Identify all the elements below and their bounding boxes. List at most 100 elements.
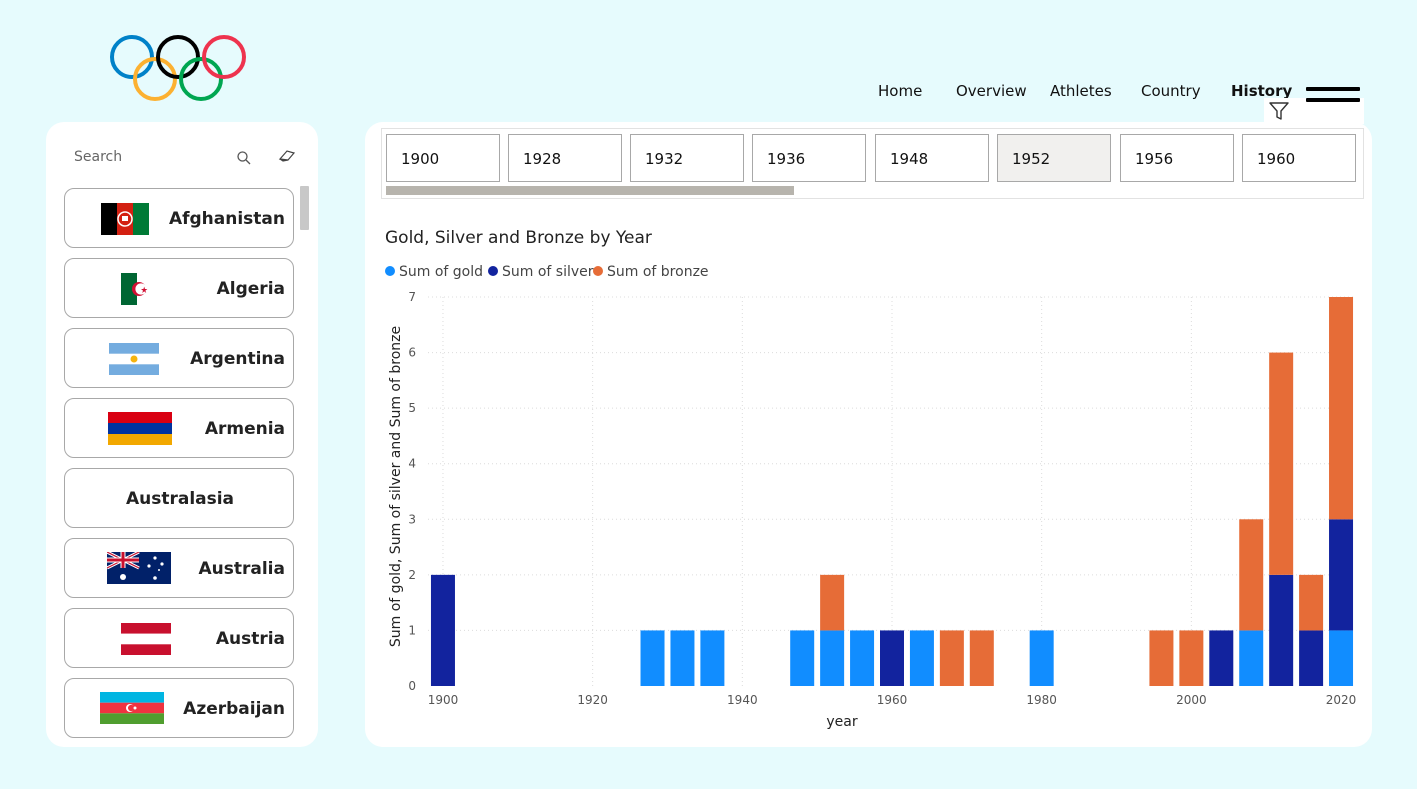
country-item-argentina[interactable]: Argentina — [64, 328, 294, 388]
bar-segment[interactable] — [1269, 574, 1294, 686]
country-name: Argentina — [190, 349, 285, 369]
bar-segment[interactable] — [1029, 630, 1054, 686]
filter-icon[interactable] — [1268, 100, 1290, 122]
country-item-australasia[interactable]: Australasia — [64, 468, 294, 528]
bar-segment[interactable] — [1329, 297, 1354, 520]
country-list: Afghanistan Algeria Argentina — [64, 188, 294, 743]
country-name: Austria — [215, 629, 285, 649]
bar-segment[interactable] — [1239, 519, 1264, 631]
x-tick-label: 2020 — [1326, 693, 1357, 707]
x-tick-label: 1980 — [1026, 693, 1057, 707]
bar-segment[interactable] — [1179, 630, 1204, 686]
y-axis-title: Sum of gold, Sum of silver and Sum of br… — [388, 326, 404, 647]
year-button[interactable]: 1948 — [875, 134, 989, 182]
bar-segment[interactable] — [1149, 630, 1174, 686]
armenia-flag-icon — [108, 412, 172, 445]
year-button[interactable]: 1960 — [1242, 134, 1356, 182]
legend-dot-gold — [385, 266, 395, 276]
x-axis-title: year — [826, 714, 857, 730]
azerbaijan-flag-icon — [100, 692, 164, 724]
country-item-australia[interactable]: Australia — [64, 538, 294, 598]
country-item-austria[interactable]: Austria — [64, 608, 294, 668]
year-slicer: 1900 1928 1932 1936 1948 1952 1956 1960 — [381, 128, 1364, 199]
search-icon[interactable] — [236, 150, 252, 166]
bar-segment[interactable] — [1299, 630, 1324, 686]
year-button-selected[interactable]: 1952 — [997, 134, 1111, 182]
search-input[interactable] — [74, 144, 224, 170]
bar-segment[interactable] — [790, 630, 815, 686]
bar-segment[interactable] — [430, 574, 455, 686]
country-item-algeria[interactable]: Algeria — [64, 258, 294, 318]
year-button[interactable]: 1956 — [1120, 134, 1234, 182]
bar-segment[interactable] — [1209, 630, 1234, 686]
olympic-rings-logo — [110, 35, 246, 101]
austria-flag-icon — [121, 623, 171, 655]
list-scrollbar[interactable] — [300, 186, 309, 230]
bar-segment[interactable] — [670, 630, 695, 686]
bar-segment[interactable] — [820, 574, 845, 631]
country-name: Armenia — [204, 419, 285, 439]
year-button[interactable]: 1932 — [630, 134, 744, 182]
stacked-bar-chart: 0 1 2 3 4 5 6 7 1900 1920 1940 1960 1980 2000 2020 year… — [388, 290, 1357, 730]
y-tick-label: 3 — [408, 512, 416, 526]
bar-segment[interactable] — [820, 630, 845, 686]
nav-overview[interactable]: Overview — [956, 82, 1027, 100]
country-name: Algeria — [216, 279, 285, 299]
year-button[interactable]: 1900 — [386, 134, 500, 182]
bar-segment[interactable] — [939, 630, 964, 686]
country-slicer-panel: Afghanistan Algeria Argentina — [46, 122, 318, 747]
bar-segment[interactable] — [640, 630, 665, 686]
legend-item-bronze[interactable]: Sum of bronze — [593, 264, 709, 280]
afghanistan-flag-icon — [101, 203, 149, 235]
country-name: Australasia — [125, 489, 235, 509]
bar-segment[interactable] — [1329, 519, 1354, 631]
country-name: Afghanistan — [168, 209, 285, 229]
x-tick-label: 1940 — [727, 693, 758, 707]
legend-item-gold[interactable]: Sum of gold — [385, 264, 483, 280]
bar-segment[interactable] — [850, 630, 875, 686]
bar-segment[interactable] — [969, 630, 994, 686]
search-bar — [74, 144, 302, 170]
nav-home[interactable]: Home — [878, 82, 923, 100]
chart-title: Gold, Silver and Bronze by Year — [385, 228, 652, 248]
nav-athletes[interactable]: Athletes — [1050, 82, 1112, 100]
algeria-flag-icon — [121, 273, 153, 305]
y-tick-label: 7 — [408, 290, 416, 304]
year-slicer-scrollbar[interactable] — [386, 186, 794, 195]
bar-segment[interactable] — [1269, 352, 1294, 575]
y-tick-label: 1 — [408, 623, 416, 637]
legend-item-silver[interactable]: Sum of silver — [488, 264, 594, 280]
menu-icon[interactable] — [1306, 85, 1360, 105]
bar-segment[interactable] — [1329, 630, 1354, 686]
australia-flag-icon — [107, 552, 171, 584]
x-tick-label: 1900 — [428, 693, 459, 707]
legend-label: Sum of gold — [399, 264, 484, 280]
country-name: Australia — [198, 559, 286, 579]
country-item-azerbaijan[interactable]: Azerbaijan — [64, 678, 294, 738]
legend-dot-silver — [488, 266, 498, 276]
bar-segment[interactable] — [880, 630, 904, 686]
argentina-flag-icon — [109, 343, 159, 375]
country-item-afghanistan[interactable]: Afghanistan — [64, 188, 294, 248]
nav-country[interactable]: Country — [1141, 82, 1201, 100]
bar-segment[interactable] — [909, 630, 934, 686]
legend-label: Sum of silver — [502, 264, 594, 280]
x-tick-label: 2000 — [1176, 693, 1207, 707]
bar-segment[interactable] — [1239, 630, 1264, 686]
x-tick-label: 1960 — [877, 693, 908, 707]
year-button[interactable]: 1928 — [508, 134, 622, 182]
year-button[interactable]: 1936 — [752, 134, 866, 182]
x-tick-label: 1920 — [577, 693, 608, 707]
y-tick-label: 6 — [408, 346, 416, 360]
bar-segment[interactable] — [700, 630, 725, 686]
bar-segment[interactable] — [1299, 574, 1324, 631]
country-item-armenia[interactable]: Armenia — [64, 398, 294, 458]
nav-history[interactable]: History — [1231, 82, 1293, 100]
y-tick-label: 4 — [408, 457, 416, 471]
y-tick-label: 5 — [408, 401, 416, 415]
legend-dot-bronze — [593, 266, 603, 276]
y-tick-label: 2 — [408, 568, 416, 582]
eraser-icon[interactable] — [278, 148, 296, 164]
legend-label: Sum of bronze — [607, 264, 709, 280]
history-chart-panel: 1900 1928 1932 1936 1948 1952 1956 1960 … — [365, 122, 1372, 747]
